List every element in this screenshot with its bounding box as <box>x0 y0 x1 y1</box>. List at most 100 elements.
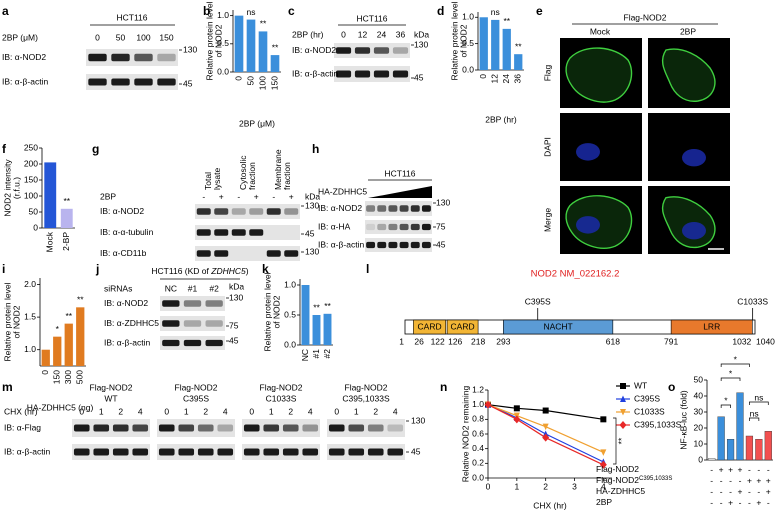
blot-strip <box>72 444 150 460</box>
mutation-label: C1033S <box>737 296 768 306</box>
condition-label: Flag-NOD2C395,1033S <box>596 475 672 485</box>
micrograph <box>648 38 730 108</box>
condition-sup: C395,1033S <box>639 476 672 482</box>
significance: ** <box>63 196 70 206</box>
treatment-label: siRNAs <box>104 283 132 293</box>
series-line <box>487 404 604 463</box>
lane-label: 1 <box>99 406 104 416</box>
band <box>354 70 371 78</box>
antibody-label: IB: α-β-actin <box>292 68 338 78</box>
band <box>284 208 299 215</box>
band <box>197 448 214 456</box>
blot-strip <box>365 220 432 234</box>
band <box>392 70 409 78</box>
lane-label: + <box>219 191 224 201</box>
antibody-label: IB: α-HA <box>318 221 351 231</box>
bar <box>755 439 763 461</box>
y-tick-label: 30 <box>694 406 704 416</box>
band <box>73 448 90 456</box>
panel-label: m <box>2 380 13 394</box>
blot-strip <box>327 419 405 437</box>
band <box>421 205 431 212</box>
condition-name: 2BP <box>596 497 612 507</box>
x-tick-label: #2 <box>322 349 332 359</box>
blot-strip <box>195 246 300 261</box>
y-tick-label: 1.0 <box>462 12 474 22</box>
y-tick-label: 0.5 <box>217 38 229 48</box>
panel-label: o <box>668 380 675 394</box>
y-tick-label: 1.0 <box>472 399 484 409</box>
lane-label: 2 <box>288 406 293 416</box>
y-tick-label: 0.0 <box>472 472 484 482</box>
domain <box>670 319 753 335</box>
unit-label: kDa <box>229 281 244 291</box>
y-tick-label: 0.0 <box>284 339 296 349</box>
x-tick-label: 2 <box>543 481 548 491</box>
antibody-label: IB: α-β-actin <box>104 337 150 347</box>
blot-strip <box>72 419 150 437</box>
dose-wedge <box>368 186 432 198</box>
y-tick-label: 0.4 <box>472 443 484 453</box>
condition-label: Flag-NOD2 <box>596 464 639 474</box>
group-label: C395,1033S <box>342 393 390 403</box>
lane-label: - <box>202 191 205 201</box>
blot-strip <box>242 419 320 437</box>
lane-label: 24 <box>377 29 387 39</box>
x-tick-label: 2-BP <box>61 232 71 251</box>
antibody-label: IB: α-NOD2 <box>100 206 144 216</box>
x-tick-label: 0 <box>478 74 488 79</box>
condition-name: Flag-NOD2 <box>596 464 639 474</box>
panel-label: i <box>2 262 5 276</box>
band <box>302 448 319 456</box>
y-axis-label: Relative protein level <box>262 272 272 351</box>
y-tick-label: 0.5 <box>462 38 474 48</box>
condition-sign: - <box>729 486 732 496</box>
micrograph <box>648 113 730 181</box>
bar <box>258 31 268 72</box>
panel-label: l <box>366 262 369 276</box>
antibody-label: IB: α-NOD2 <box>2 52 46 62</box>
band <box>134 53 153 62</box>
significance: ** <box>324 301 331 311</box>
significance: * <box>734 354 738 364</box>
panel-label: n <box>440 380 447 394</box>
x-tick-label: 150 <box>52 370 62 384</box>
domain-label: LRR <box>703 321 720 331</box>
band <box>282 424 299 432</box>
lane-label: 2 <box>203 406 208 416</box>
band <box>366 223 376 231</box>
band <box>392 47 409 54</box>
bar <box>708 458 716 461</box>
y-tick-label: 0.2 <box>472 458 484 468</box>
significance: ** <box>77 295 84 305</box>
position-label: 618 <box>606 336 620 346</box>
band <box>335 70 352 78</box>
antibody-label: IB: α-β-actin <box>4 446 50 456</box>
position-label: 791 <box>664 336 678 346</box>
lane-label: 0 <box>249 406 254 416</box>
lane-label: 4 <box>308 406 313 416</box>
condition-sign: + <box>728 464 733 474</box>
domain <box>503 319 614 335</box>
mw-label: 45 <box>436 239 446 249</box>
marker <box>600 449 607 456</box>
condition-sign: - <box>720 486 723 496</box>
significance-bracket <box>613 417 617 465</box>
blot-strip <box>160 316 225 331</box>
y-tick-label: 10 <box>694 438 704 448</box>
y-axis-label: Relative protein level <box>449 1 459 80</box>
band <box>197 424 214 432</box>
bar <box>41 349 50 366</box>
bar <box>64 323 73 366</box>
band <box>217 424 234 432</box>
panel-label: a <box>2 4 9 18</box>
band <box>373 47 390 54</box>
legend-marker <box>620 395 626 402</box>
x-tick-label: 50 <box>245 76 255 86</box>
series-line <box>487 404 604 466</box>
x-tick-label: 24 <box>501 74 511 84</box>
bar <box>491 19 500 71</box>
y-tick-label: 150 <box>24 174 38 184</box>
domain <box>446 319 479 335</box>
band <box>377 241 387 249</box>
